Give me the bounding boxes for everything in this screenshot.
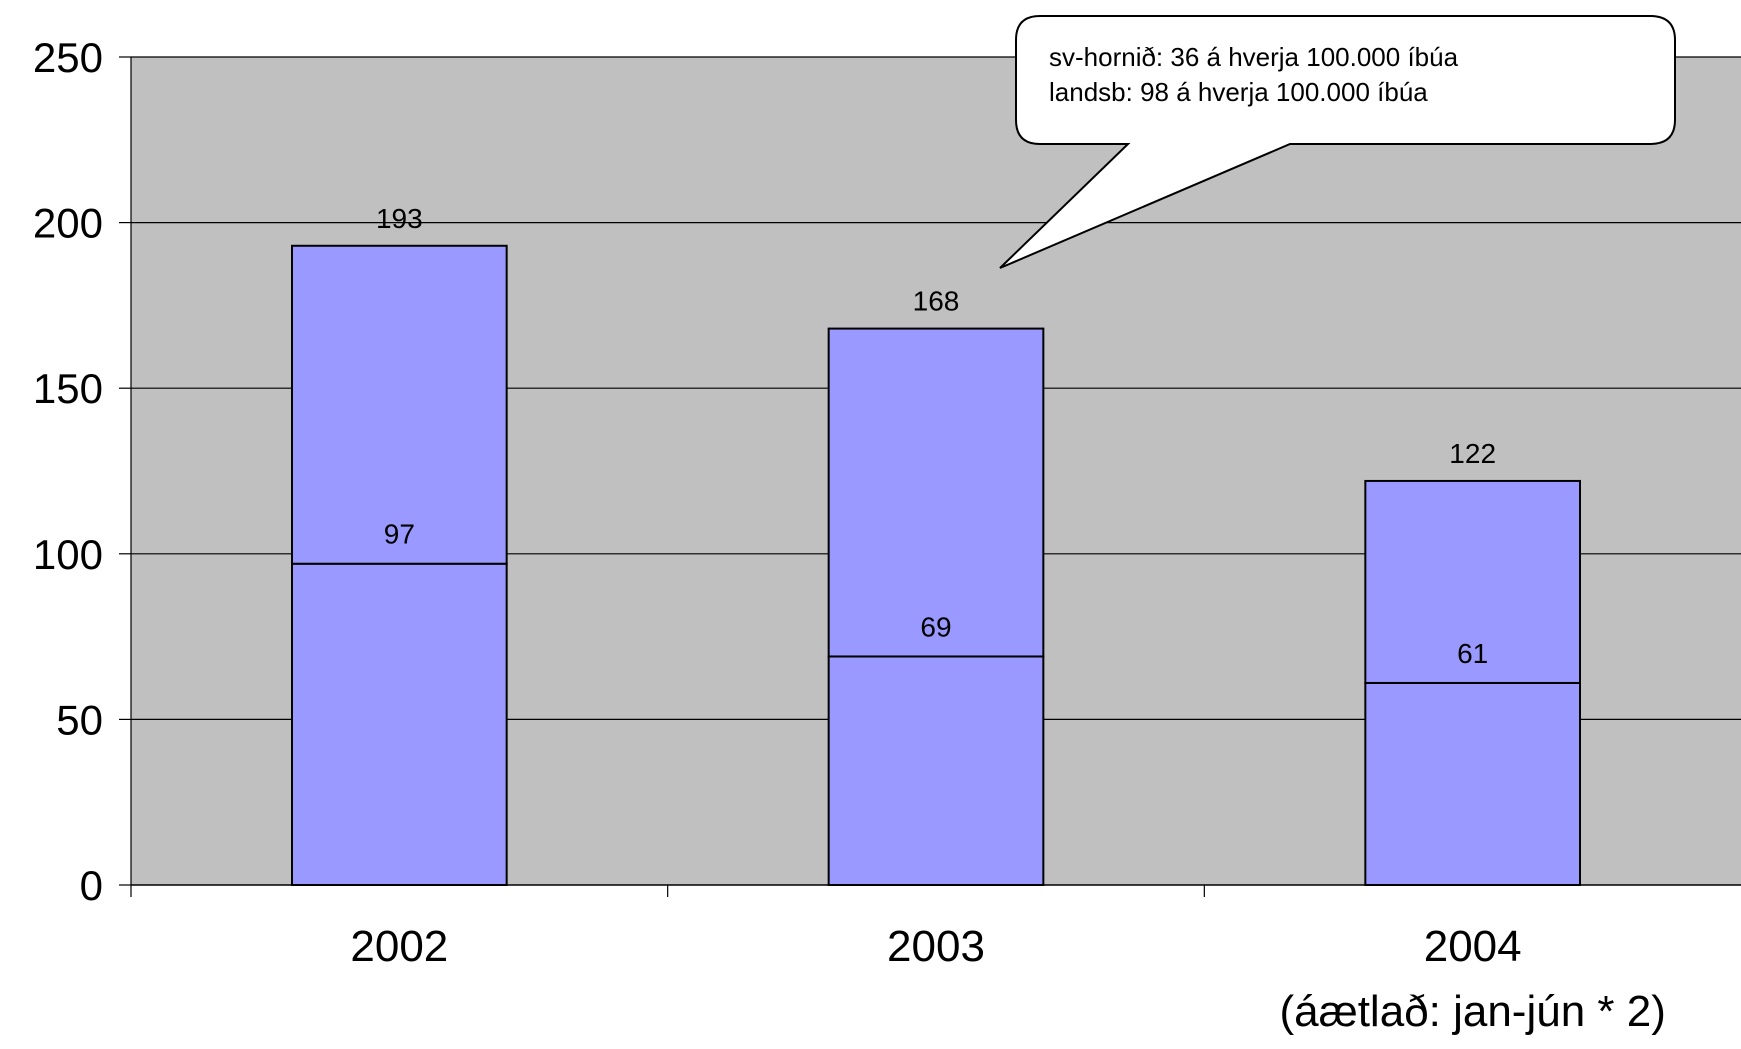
bar-segment (1364, 479, 1582, 684)
segment-value-label: 61 (1457, 638, 1488, 669)
y-tick-label: 100 (33, 531, 103, 578)
y-tick-label: 150 (33, 365, 103, 412)
total-value-label: 193 (376, 203, 423, 234)
x-category-label: 2003 (887, 922, 985, 971)
y-tick-label: 0 (80, 862, 103, 909)
callout-line-2: landsb: 98 á hverja 100.000 íbúa (1049, 77, 1428, 107)
segment-value-label: 69 (920, 611, 951, 642)
y-tick-label: 50 (56, 696, 103, 743)
bar-segment (291, 562, 508, 887)
bar-segment (291, 244, 508, 565)
y-tick-label: 250 (33, 34, 103, 81)
total-value-label: 168 (913, 286, 960, 317)
bar-segment (1364, 681, 1582, 887)
callout-box: sv-hornið: 36 á hverja 100.000 íbúa land… (999, 15, 1676, 269)
callout-shape (999, 15, 1676, 269)
labels: 0 50 100 150 200 250 97 193 2002 69 168 2003 61 122 20… (33, 34, 1666, 1036)
total-value-label: 122 (1449, 438, 1496, 469)
bar-segment (827, 655, 1045, 886)
segment-value-label: 97 (384, 519, 415, 550)
callout-line-1: sv-hornið: 36 á hverja 100.000 íbúa (1049, 42, 1459, 72)
x-category-sublabel: (áætlað: jan-jún * 2) (1279, 987, 1665, 1036)
bar-segment (827, 327, 1045, 658)
x-category-label: 2002 (350, 922, 448, 971)
y-tick-label: 200 (33, 200, 103, 247)
bars (291, 244, 1582, 887)
x-category-label: 2004 (1424, 922, 1522, 971)
